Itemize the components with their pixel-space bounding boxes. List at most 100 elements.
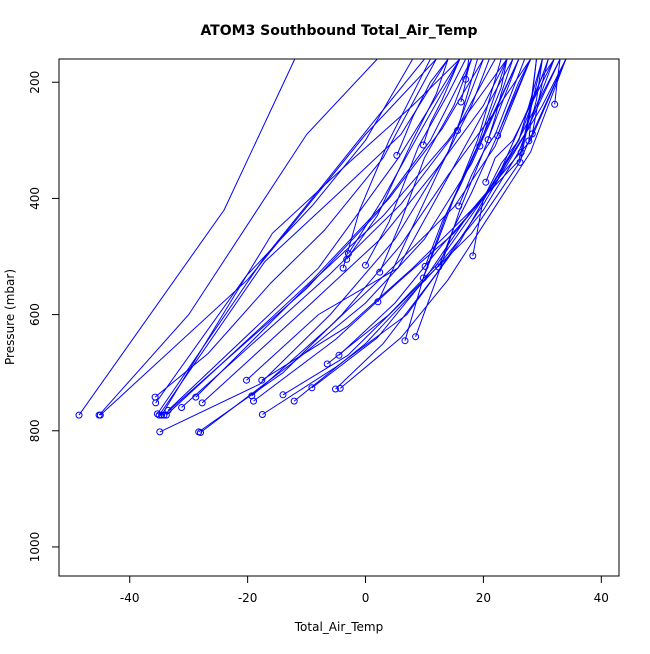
data-point-7 (155, 411, 163, 419)
x-tick-label: 20 (476, 591, 491, 605)
data-point-34 (376, 268, 384, 276)
plot-frame (58, 58, 620, 577)
data-point-53 (476, 142, 484, 150)
data-point-11 (162, 411, 170, 419)
series-line-2 (98, 59, 378, 416)
series-line-27 (339, 59, 567, 389)
series-line-9 (159, 59, 484, 433)
data-point-51 (551, 100, 559, 108)
series-line-53 (479, 59, 508, 147)
data-point-24 (279, 391, 287, 399)
series-line-13 (181, 59, 496, 408)
series-line-11 (165, 59, 484, 416)
series-line-31 (346, 59, 449, 260)
series-line-29 (338, 59, 543, 356)
data-point-40 (435, 263, 443, 271)
series-line-23 (293, 59, 555, 402)
series-line-32 (347, 59, 461, 254)
data-point-43 (482, 178, 490, 186)
series-line-10 (163, 59, 473, 416)
data-point-33 (362, 261, 369, 269)
series-line-43 (485, 59, 555, 183)
series-line-45 (396, 59, 449, 156)
y-axis-label: Pressure (mbar) (3, 269, 17, 365)
series-line-16 (200, 59, 520, 433)
series-line-8 (161, 59, 461, 416)
data-point-29 (335, 351, 343, 359)
data-point-9 (156, 428, 164, 436)
data-point-48 (454, 127, 461, 134)
x-tick-label: -20 (238, 591, 258, 605)
data-point-32 (344, 250, 352, 258)
x-axis-label: Total_Air_Temp (294, 620, 383, 634)
data-point-6 (153, 410, 161, 418)
data-point-30 (339, 264, 347, 272)
series-line-37 (415, 59, 520, 337)
series-line-3 (99, 59, 437, 416)
series-line-18 (246, 59, 514, 381)
data-point-44 (419, 141, 427, 149)
series-line-33 (365, 59, 467, 266)
y-tick-label: 800 (28, 419, 42, 442)
data-point-38 (419, 274, 427, 282)
x-tick-label: 0 (362, 591, 370, 605)
series-line-4 (154, 59, 437, 398)
y-tick-label: 1000 (28, 532, 42, 563)
series-line-6 (156, 59, 425, 415)
data-point-55 (517, 149, 525, 156)
data-point-22 (258, 411, 266, 418)
y-axis: 200 400 600 800 1000 (28, 71, 59, 562)
data-point-42 (469, 252, 477, 260)
series-line-24 (282, 59, 567, 396)
data-point-20 (250, 397, 257, 405)
data-point-52 (494, 132, 502, 140)
series-line-54 (487, 59, 514, 140)
series-line-26 (326, 59, 561, 365)
series-line-35 (377, 59, 490, 303)
series-line-17 (201, 59, 508, 404)
series-line-19 (251, 59, 532, 397)
series-line-51 (554, 59, 561, 105)
data-point-21 (258, 376, 266, 384)
data-point-25 (308, 384, 316, 392)
data-point-1 (75, 411, 83, 419)
data-point-47 (457, 98, 465, 106)
data-point-45 (393, 151, 401, 159)
data-point-28 (332, 385, 339, 393)
data-point-16 (197, 429, 204, 436)
data-point-36 (401, 337, 409, 345)
y-tick-label: 600 (28, 303, 42, 326)
series-line-41 (458, 59, 526, 207)
data-point-23 (290, 397, 298, 405)
data-point-17 (198, 399, 206, 407)
data-point-54 (484, 136, 492, 144)
data-point-35 (374, 298, 382, 306)
y-tick-label: 200 (28, 71, 42, 94)
data-point-41 (455, 202, 463, 210)
series-layer (78, 59, 567, 433)
series-line-52 (497, 59, 532, 136)
data-point-12 (164, 406, 172, 414)
data-point-39 (421, 262, 429, 270)
data-point-46 (462, 75, 470, 83)
points-layer (75, 75, 559, 436)
data-point-18 (243, 376, 250, 384)
data-point-10 (160, 411, 168, 419)
y-tick-label: 400 (28, 187, 42, 210)
data-point-56 (525, 137, 533, 145)
data-point-49 (516, 158, 524, 166)
data-point-26 (323, 360, 331, 368)
series-line-15 (198, 59, 532, 433)
data-point-8 (158, 411, 166, 419)
data-point-27 (336, 384, 344, 392)
series-line-5 (155, 59, 414, 404)
series-line-48 (457, 59, 478, 131)
series-line-55 (520, 59, 537, 153)
series-line-40 (438, 59, 532, 268)
data-point-3 (96, 411, 104, 419)
series-line-28 (335, 59, 567, 390)
series-line-39 (424, 59, 520, 267)
series-line-44 (422, 59, 461, 146)
data-point-5 (152, 399, 160, 407)
